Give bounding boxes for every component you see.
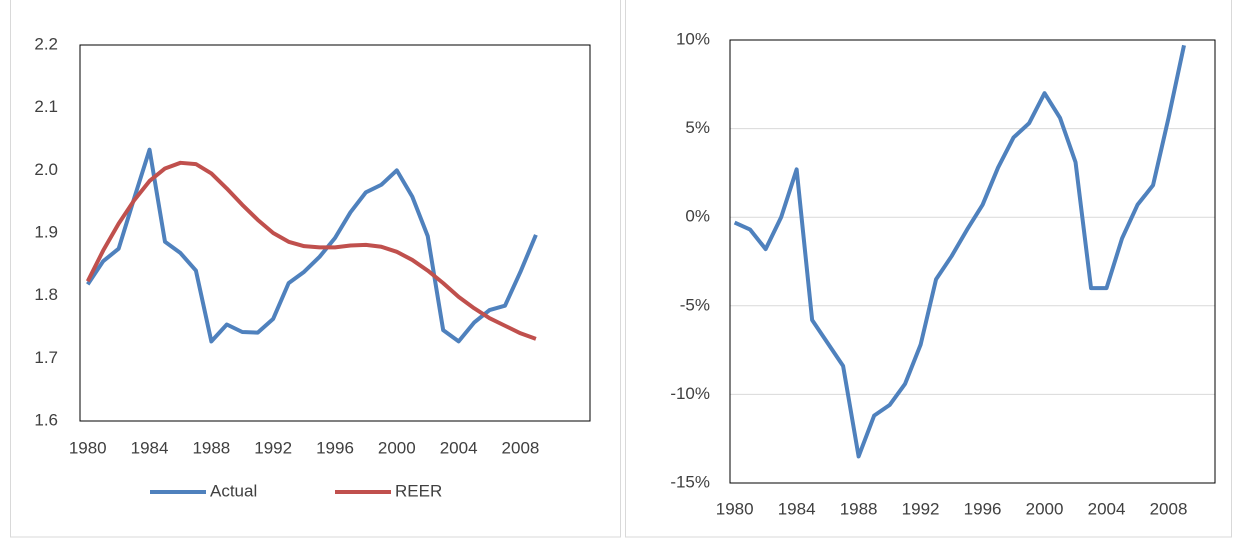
chart-frame	[10, 0, 621, 538]
y-tick-label: 2.1	[34, 97, 58, 116]
y-tick-label: -5%	[680, 295, 710, 314]
data-line	[86, 147, 538, 344]
x-tick-label: 2000	[378, 438, 416, 457]
y-tick-label: 1.7	[34, 348, 58, 367]
y-tick-label: -15%	[670, 472, 710, 491]
x-tick-label: 2004	[1088, 499, 1126, 518]
chart-frame	[625, 0, 1232, 538]
x-tick-label: 2000	[1026, 499, 1064, 518]
y-tick-label: 5%	[685, 118, 710, 137]
y-tick-label: -10%	[670, 384, 710, 403]
x-tick-label: 2008	[1150, 499, 1188, 518]
x-tick-label: 2008	[502, 438, 540, 457]
legend-label: Actual	[210, 481, 257, 500]
y-tick-label: 2.0	[34, 160, 58, 179]
x-tick-label: 1980	[716, 499, 754, 518]
x-tick-label: 1980	[69, 438, 107, 457]
y-tick-label: 1.6	[34, 410, 58, 429]
data-line	[733, 44, 1186, 459]
x-tick-label: 1992	[902, 499, 940, 518]
x-tick-label: 1984	[131, 438, 169, 457]
x-tick-label: 2004	[440, 438, 478, 457]
y-tick-label: 10%	[676, 29, 710, 48]
legend-label: REER	[395, 481, 442, 500]
y-tick-label: 1.9	[34, 222, 58, 241]
plot-area	[729, 39, 1216, 484]
y-tick-label: 2.2	[34, 34, 58, 53]
x-tick-label: 1984	[778, 499, 816, 518]
x-tick-label: 1996	[316, 438, 354, 457]
y-tick-label: 0%	[685, 207, 710, 226]
x-tick-label: 1988	[192, 438, 230, 457]
plot-area	[79, 44, 591, 422]
x-tick-label: 1996	[964, 499, 1002, 518]
y-tick-label: 1.8	[34, 285, 58, 304]
x-tick-label: 1988	[840, 499, 878, 518]
data-line	[85, 160, 537, 341]
x-tick-label: 1992	[254, 438, 292, 457]
